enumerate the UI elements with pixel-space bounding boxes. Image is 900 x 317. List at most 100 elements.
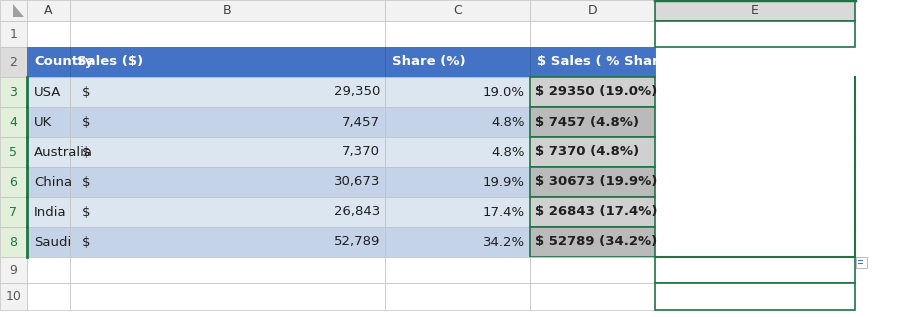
Bar	[385, 77, 530, 107]
Text: Saudi: Saudi	[34, 236, 71, 249]
Text: 2: 2	[10, 55, 17, 68]
Bar	[0, 167, 27, 197]
Bar	[530, 227, 655, 257]
Text: 7: 7	[10, 205, 17, 218]
Text: 6: 6	[10, 176, 17, 189]
Bar	[70, 257, 385, 283]
Bar	[27, 47, 70, 77]
Text: 4: 4	[10, 115, 17, 128]
Bar	[385, 257, 530, 283]
Bar	[655, 0, 855, 21]
Text: 30,673: 30,673	[334, 176, 380, 189]
Bar	[70, 167, 385, 197]
Text: $ 29350 (19.0%): $ 29350 (19.0%)	[535, 86, 657, 99]
Text: $ 52789 (34.2%): $ 52789 (34.2%)	[535, 236, 657, 249]
Text: 52,789: 52,789	[334, 236, 380, 249]
Text: 26,843: 26,843	[334, 205, 380, 218]
Text: $ Sales ( % Share): $ Sales ( % Share)	[537, 55, 674, 68]
Bar	[70, 197, 385, 227]
Text: 19.9%: 19.9%	[483, 176, 525, 189]
Bar	[385, 283, 530, 310]
Bar	[0, 283, 27, 310]
Text: Sales ($): Sales ($)	[77, 55, 143, 68]
Text: D: D	[588, 4, 598, 17]
Bar	[530, 77, 655, 107]
Text: 4.8%: 4.8%	[491, 115, 525, 128]
Bar	[27, 107, 70, 137]
Bar	[0, 137, 27, 167]
Text: $ 30673 (19.9%): $ 30673 (19.9%)	[535, 176, 657, 189]
Bar	[70, 21, 385, 47]
Bar	[70, 0, 385, 21]
Text: India: India	[34, 205, 67, 218]
Text: 34.2%: 34.2%	[483, 236, 525, 249]
Bar	[856, 257, 867, 268]
Text: 19.0%: 19.0%	[483, 86, 525, 99]
Bar	[27, 227, 70, 257]
Text: 5: 5	[10, 146, 17, 158]
Text: E: E	[752, 4, 759, 17]
Bar	[655, 257, 855, 283]
Text: 9: 9	[10, 263, 17, 276]
Text: 4.8%: 4.8%	[491, 146, 525, 158]
Bar	[27, 0, 70, 21]
Bar	[70, 77, 385, 107]
Bar	[0, 227, 27, 257]
Bar	[530, 283, 655, 310]
Bar	[0, 107, 27, 137]
Bar	[70, 47, 385, 77]
Text: 1: 1	[10, 28, 17, 41]
Text: 17.4%: 17.4%	[483, 205, 525, 218]
Text: $ 7457 (4.8%): $ 7457 (4.8%)	[535, 115, 639, 128]
Bar	[385, 107, 530, 137]
Bar	[530, 167, 655, 197]
Text: 29,350: 29,350	[334, 86, 380, 99]
Bar	[0, 197, 27, 227]
Text: B: B	[223, 4, 232, 17]
Bar	[530, 137, 655, 167]
Text: $: $	[82, 86, 91, 99]
Bar	[530, 107, 655, 137]
Bar	[27, 283, 70, 310]
Text: $ 7370 (4.8%): $ 7370 (4.8%)	[535, 146, 639, 158]
Bar	[27, 137, 70, 167]
Text: $: $	[82, 115, 91, 128]
Text: C: C	[453, 4, 462, 17]
Bar	[27, 197, 70, 227]
Bar	[385, 227, 530, 257]
Bar	[27, 21, 70, 47]
Bar	[70, 283, 385, 310]
Text: UK: UK	[34, 115, 52, 128]
Text: 8: 8	[10, 236, 17, 249]
Bar	[655, 283, 855, 310]
Text: 10: 10	[5, 290, 22, 303]
Text: $ 26843 (17.4%): $ 26843 (17.4%)	[535, 205, 658, 218]
Bar	[0, 77, 27, 107]
Text: 3: 3	[10, 86, 17, 99]
Text: Australia: Australia	[34, 146, 93, 158]
Bar	[70, 227, 385, 257]
Bar	[385, 137, 530, 167]
Bar	[70, 137, 385, 167]
Text: A: A	[44, 4, 53, 17]
Bar	[530, 21, 655, 47]
Bar	[385, 0, 530, 21]
Bar	[27, 167, 70, 197]
Bar	[27, 77, 70, 107]
Bar	[70, 107, 385, 137]
Bar	[385, 47, 530, 77]
Bar	[0, 0, 27, 21]
Bar	[0, 21, 27, 47]
Text: $: $	[82, 205, 91, 218]
Bar	[27, 257, 70, 283]
Text: Country: Country	[34, 55, 94, 68]
Bar	[530, 257, 655, 283]
Polygon shape	[13, 4, 24, 17]
Bar	[655, 21, 855, 47]
Bar	[530, 0, 655, 21]
Text: $: $	[82, 176, 91, 189]
Text: 7,457: 7,457	[342, 115, 380, 128]
Bar	[530, 47, 655, 77]
Text: China: China	[34, 176, 72, 189]
Text: USA: USA	[34, 86, 61, 99]
